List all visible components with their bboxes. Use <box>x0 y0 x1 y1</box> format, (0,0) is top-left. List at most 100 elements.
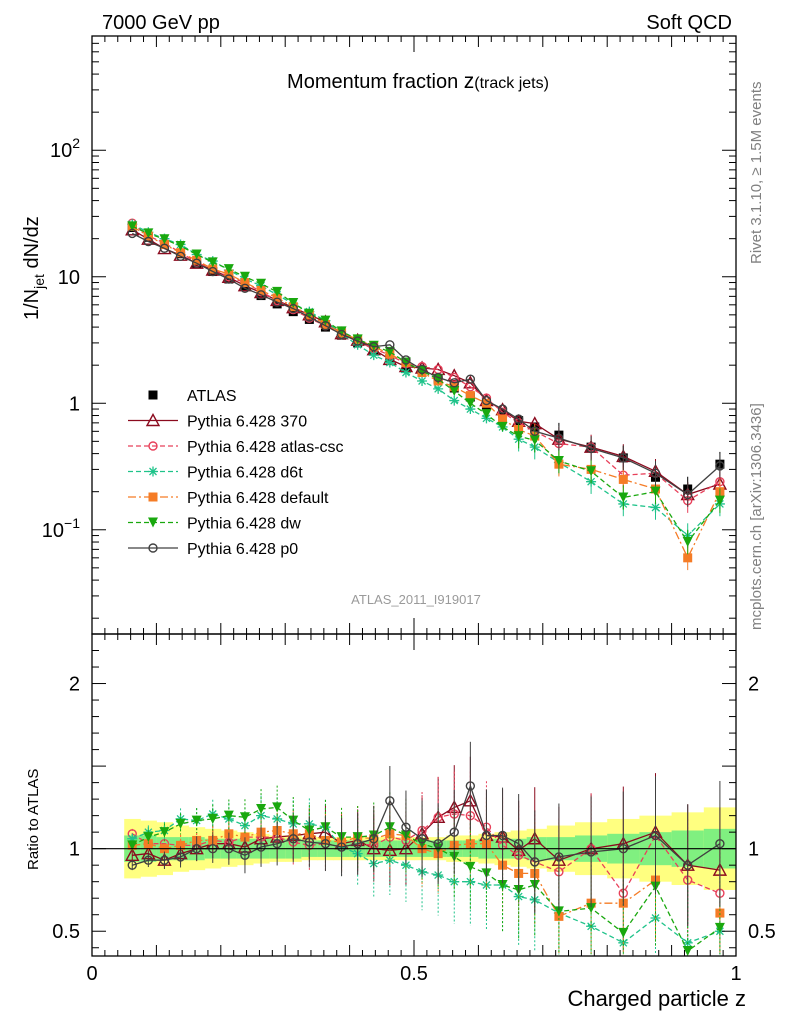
ratio-point-d6t <box>256 810 267 821</box>
ratio-y-tick-label: 2 <box>69 674 80 696</box>
ratio-point-p0 <box>481 830 492 841</box>
point-p0 <box>586 443 596 454</box>
ratio-point-p0 <box>586 847 596 857</box>
point-p0 <box>304 312 315 322</box>
ratio-point-p0 <box>143 855 154 865</box>
point-dw <box>223 264 234 275</box>
main-panel-series <box>125 218 728 571</box>
ratio-point-dw <box>465 861 476 872</box>
point-dw <box>449 386 460 397</box>
point-p0 <box>401 355 411 365</box>
point-p0 <box>481 395 492 406</box>
ratio-y-tick-label-right: 1 <box>748 839 759 861</box>
legend: ATLAS Pythia 6.428 370 Pythia 6.428 atlas-… <box>128 388 344 558</box>
point-dw <box>529 435 540 446</box>
ratio-point-p0 <box>304 837 315 847</box>
point-default <box>481 398 491 408</box>
point-dw <box>497 421 508 432</box>
ratio-point-p0 <box>288 834 298 844</box>
ratio-point-p0 <box>369 834 379 844</box>
point-p0 <box>127 228 137 239</box>
point-dw <box>714 495 725 506</box>
point-p0 <box>618 453 628 463</box>
point-dw <box>175 241 186 252</box>
x-axis-label: Charged particle z <box>567 986 746 1011</box>
point-dw <box>650 486 661 497</box>
point-atlascsc <box>449 372 459 383</box>
x-tick-label: 1 <box>730 963 741 985</box>
ratio-point-p0 <box>127 860 137 870</box>
point-d6t <box>417 375 428 386</box>
legend-entry-p0: Pythia 6.428 p0 <box>128 541 298 558</box>
point-default <box>618 474 628 484</box>
rivet-version-label: Rivet 3.1.10, ≥ 1.5M events <box>748 82 765 265</box>
point-p0 <box>159 243 170 253</box>
point-atlas <box>288 307 298 317</box>
ratio-point-p0 <box>272 839 282 849</box>
point-d6t <box>400 367 411 378</box>
ratio-point-dw <box>223 810 234 821</box>
series-line-d6t <box>132 223 721 537</box>
ratio-point-d6t <box>465 876 476 887</box>
ratio-point-p0 <box>385 796 395 806</box>
point-p0 <box>352 336 363 346</box>
point-p0 <box>715 461 725 471</box>
point-p0 <box>513 414 524 424</box>
point-p0 <box>497 404 508 414</box>
legend-entry-d6t: Pythia 6.428 d6t <box>128 465 303 482</box>
ratio-point-default <box>176 840 186 850</box>
ratio-point-dw <box>618 927 629 938</box>
main-y-tick-label: 1 <box>69 393 80 415</box>
ratio-point-dw <box>207 813 218 824</box>
main-y-axis-label: 1/Njet dN/dz <box>21 216 47 320</box>
point-p0 <box>272 297 282 307</box>
point-p0 <box>336 329 347 340</box>
ratio-point-p0 <box>513 839 524 849</box>
legend-entry-atlas: ATLAS <box>148 388 237 405</box>
point-dw <box>553 455 564 466</box>
point-dw <box>384 346 395 357</box>
ratio-point-dw <box>239 812 250 823</box>
point-dw <box>288 298 299 309</box>
x-tick-label: 0 <box>86 963 97 985</box>
point-default <box>240 278 250 288</box>
point-dw <box>127 221 138 232</box>
legend-label: Pythia 6.428 p0 <box>187 541 298 558</box>
point-dw <box>320 315 331 326</box>
ratio-y-axis-label: Ratio to ATLAS <box>25 769 42 870</box>
point-p0 <box>449 378 459 388</box>
ratio-point-p0 <box>530 857 540 867</box>
ratio-point-dw <box>272 802 283 813</box>
ratio-point-default <box>715 908 725 918</box>
ratio-point-p0 <box>554 852 564 862</box>
point-p0 <box>240 283 250 294</box>
ratio-point-dw <box>159 827 170 838</box>
point-dw <box>586 466 597 477</box>
ratio-point-dw <box>127 840 138 851</box>
point-d6t <box>433 383 444 394</box>
point-p0 <box>320 321 331 331</box>
point-p0 <box>224 274 234 284</box>
ratio-point-p0 <box>650 830 661 841</box>
ratio-point-p0 <box>401 822 411 832</box>
legend-entry-p370: Pythia 6.428 370 <box>128 413 307 431</box>
point-p0 <box>683 489 693 500</box>
legend-marker <box>148 543 158 553</box>
ratio-point-dw <box>143 832 154 843</box>
main-y-tick-label: 102 <box>50 135 80 162</box>
point-p0 <box>175 251 186 262</box>
chart-title: Momentum fraction z(track jets) <box>287 70 549 93</box>
ratio-point-d6t <box>127 833 138 844</box>
header-left: 7000 GeV pp <box>102 12 220 34</box>
ratio-y-tick-label-right: 0.5 <box>748 921 776 943</box>
point-p0 <box>465 374 476 384</box>
ratio-point-d6t <box>239 820 250 831</box>
point-p0 <box>256 290 266 300</box>
ratio-point-p0 <box>433 839 443 849</box>
ratio-point-dw <box>191 815 202 826</box>
ratio-point-default <box>240 832 250 842</box>
ratio-panel-series <box>125 741 728 957</box>
legend-marker <box>148 466 158 477</box>
point-dw <box>618 492 629 503</box>
